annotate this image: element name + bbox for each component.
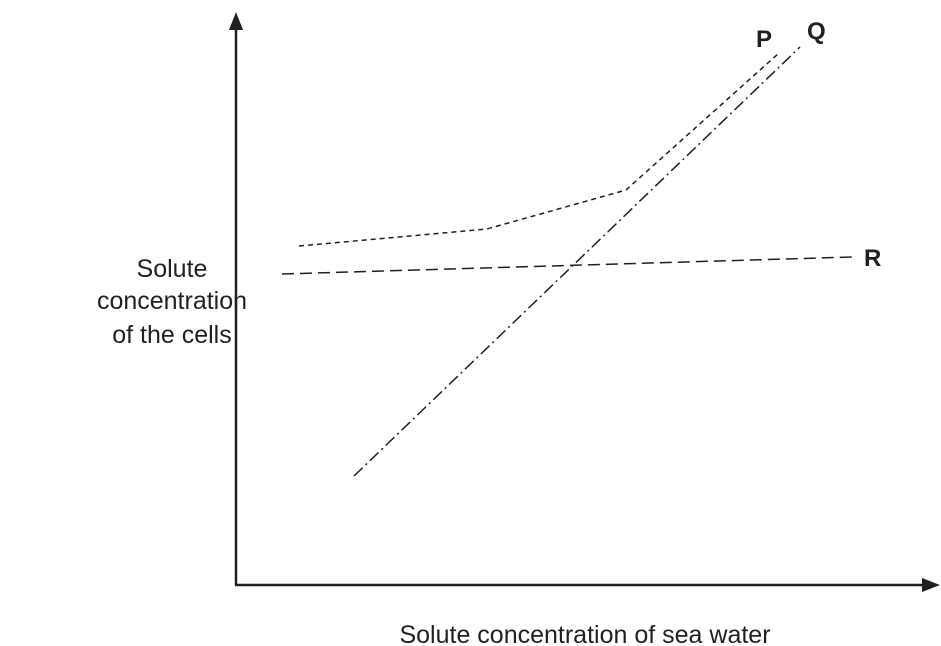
x-axis-label: Solute concentration of sea water [399, 621, 770, 646]
y-axis-label: Solute [137, 255, 208, 283]
y-axis-label: concentration [97, 287, 247, 315]
line-label: P [756, 26, 772, 53]
line-r [281, 256, 853, 275]
x-axis-arrow [922, 578, 940, 592]
line-label: Q [807, 18, 826, 45]
y-axis-label: of the cells [112, 321, 232, 349]
line-label: R [864, 245, 881, 272]
line-p [298, 52, 780, 247]
y-axis-arrow [229, 12, 243, 30]
line-q [353, 46, 801, 477]
